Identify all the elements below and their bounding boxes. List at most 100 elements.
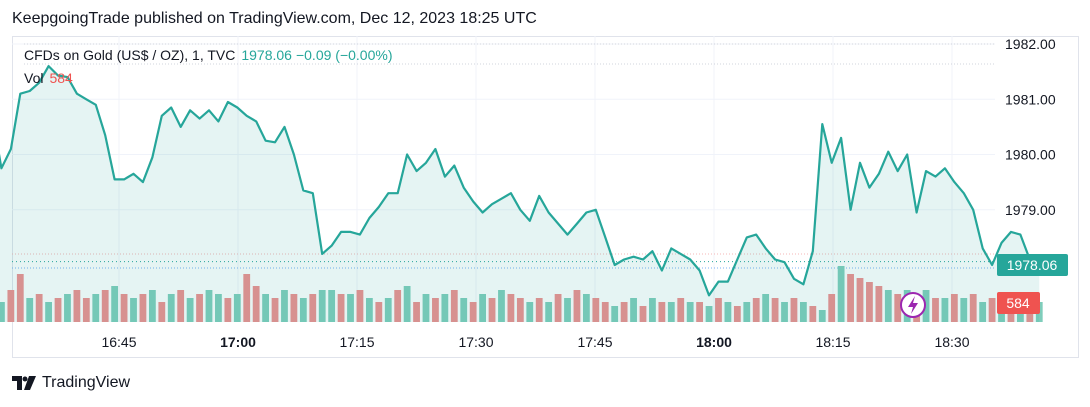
lightning-icon [900,292,926,318]
x-tick-label: 17:15 [339,334,374,350]
volume-bar [507,294,515,322]
volume-bar [611,306,619,322]
volume-bar [45,302,52,322]
tradingview-brand: TradingView [42,374,131,391]
volume-bar [328,290,336,322]
x-tick-label: 18:00 [696,334,732,350]
volume-bar [705,306,713,322]
volume-bar [818,310,826,322]
volume-bar [167,294,175,322]
y-tick-label: 1980.00 [1005,147,1056,163]
x-tick-label: 17:45 [577,334,612,350]
volume-bar [979,302,987,322]
volume-bar [950,294,958,322]
volume-bar [252,286,260,322]
volume-bar [733,306,741,322]
volume-bar [375,302,383,322]
x-tick-label: 17:30 [458,334,493,350]
volume-bar [941,298,949,322]
volume-bar [696,302,704,322]
volume-bar [224,298,232,322]
volume-bar [262,294,269,322]
volume-bar [526,302,534,322]
volume-bar [828,294,836,322]
volume-bar [215,294,222,322]
legend-volume[interactable]: Vol 584 [24,70,73,86]
volume-bar [658,302,666,322]
lightning-bolt [908,296,918,314]
volume-bar [488,298,496,322]
legend-last-value: 1978.06 [241,47,292,63]
volume-bar [92,294,100,322]
volume-bar [196,294,203,322]
volume-bar [64,294,71,322]
volume-bar [894,294,902,322]
volume-bar [582,294,590,322]
volume-bar [177,290,185,322]
grid [12,36,995,322]
volume-bar [667,302,675,322]
volume-bar [781,302,788,322]
volume-bar [460,298,468,322]
volume-bar [592,298,600,322]
volume-bar [205,290,213,322]
last-price-badge [997,254,1068,276]
volume-bar [158,302,166,322]
volume-bar [130,298,137,322]
volume-bar [715,298,722,322]
volume-bar [969,294,977,322]
x-tick-label: 17:00 [220,334,256,350]
volume-bar [271,298,279,322]
last-volume-badge [997,292,1040,314]
last-price-badge-label: 1978.06 [1007,257,1058,273]
volume-bar [799,302,807,322]
volume-bar [837,266,845,322]
volume-bar [54,298,62,322]
tradingview-logo[interactable]: TradingView [12,374,130,392]
volume-bars [0,266,1043,322]
volume-bar [469,302,477,322]
price-area-fill [0,66,1040,322]
y-axis: 1979.00 1980.00 1981.00 1982.00 [1005,36,1056,218]
price-badges: 1978.06 584 [997,254,1068,314]
volume-bar [601,302,609,322]
volume-bar [630,298,637,322]
volume-bar [809,306,817,322]
volume-bar [545,302,553,322]
volume-bar [394,290,402,322]
volume-bar [7,290,15,322]
price-line [0,65,1040,297]
volume-bar [337,294,345,322]
volume-bar [139,294,147,322]
volume-bar [186,298,194,322]
volume-bar [290,294,298,322]
volume-bar [441,294,449,322]
volume-bar [347,294,354,322]
tradingview-logo-icon [12,376,36,390]
volume-bar [111,286,119,322]
volume-label: Vol [24,70,44,86]
volume-bar [318,290,326,322]
volume-bar [960,298,968,322]
volume-bar [771,298,779,322]
volume-bar [639,306,647,322]
x-tick-label: 18:15 [815,334,850,350]
symbol-name: CFDs on Gold (US$ / OZ), 1, TVC [24,47,236,63]
volume-bar [281,290,288,322]
volume-bar [498,290,505,322]
last-volume-badge-label: 584 [1006,295,1030,311]
volume-bar [356,290,364,322]
volume-bar [866,282,873,322]
volume-bar [790,298,798,322]
volume-bar [233,294,241,322]
volume-bar [932,298,939,322]
legend-symbol[interactable]: CFDs on Gold (US$ / OZ), 1, TVC 1978.06 −0… [24,47,392,63]
volume-bar [101,290,109,322]
x-axis: 16:45 17:00 17:15 17:30 17:45 18:00 18:15 18:30 [101,334,969,350]
x-tick-label: 18:30 [934,334,969,350]
x-tick-label: 16:45 [101,334,136,350]
volume-bar [847,274,854,322]
legend-change: −0.09 (−0.00%) [295,47,393,63]
volume-bar [724,302,732,322]
